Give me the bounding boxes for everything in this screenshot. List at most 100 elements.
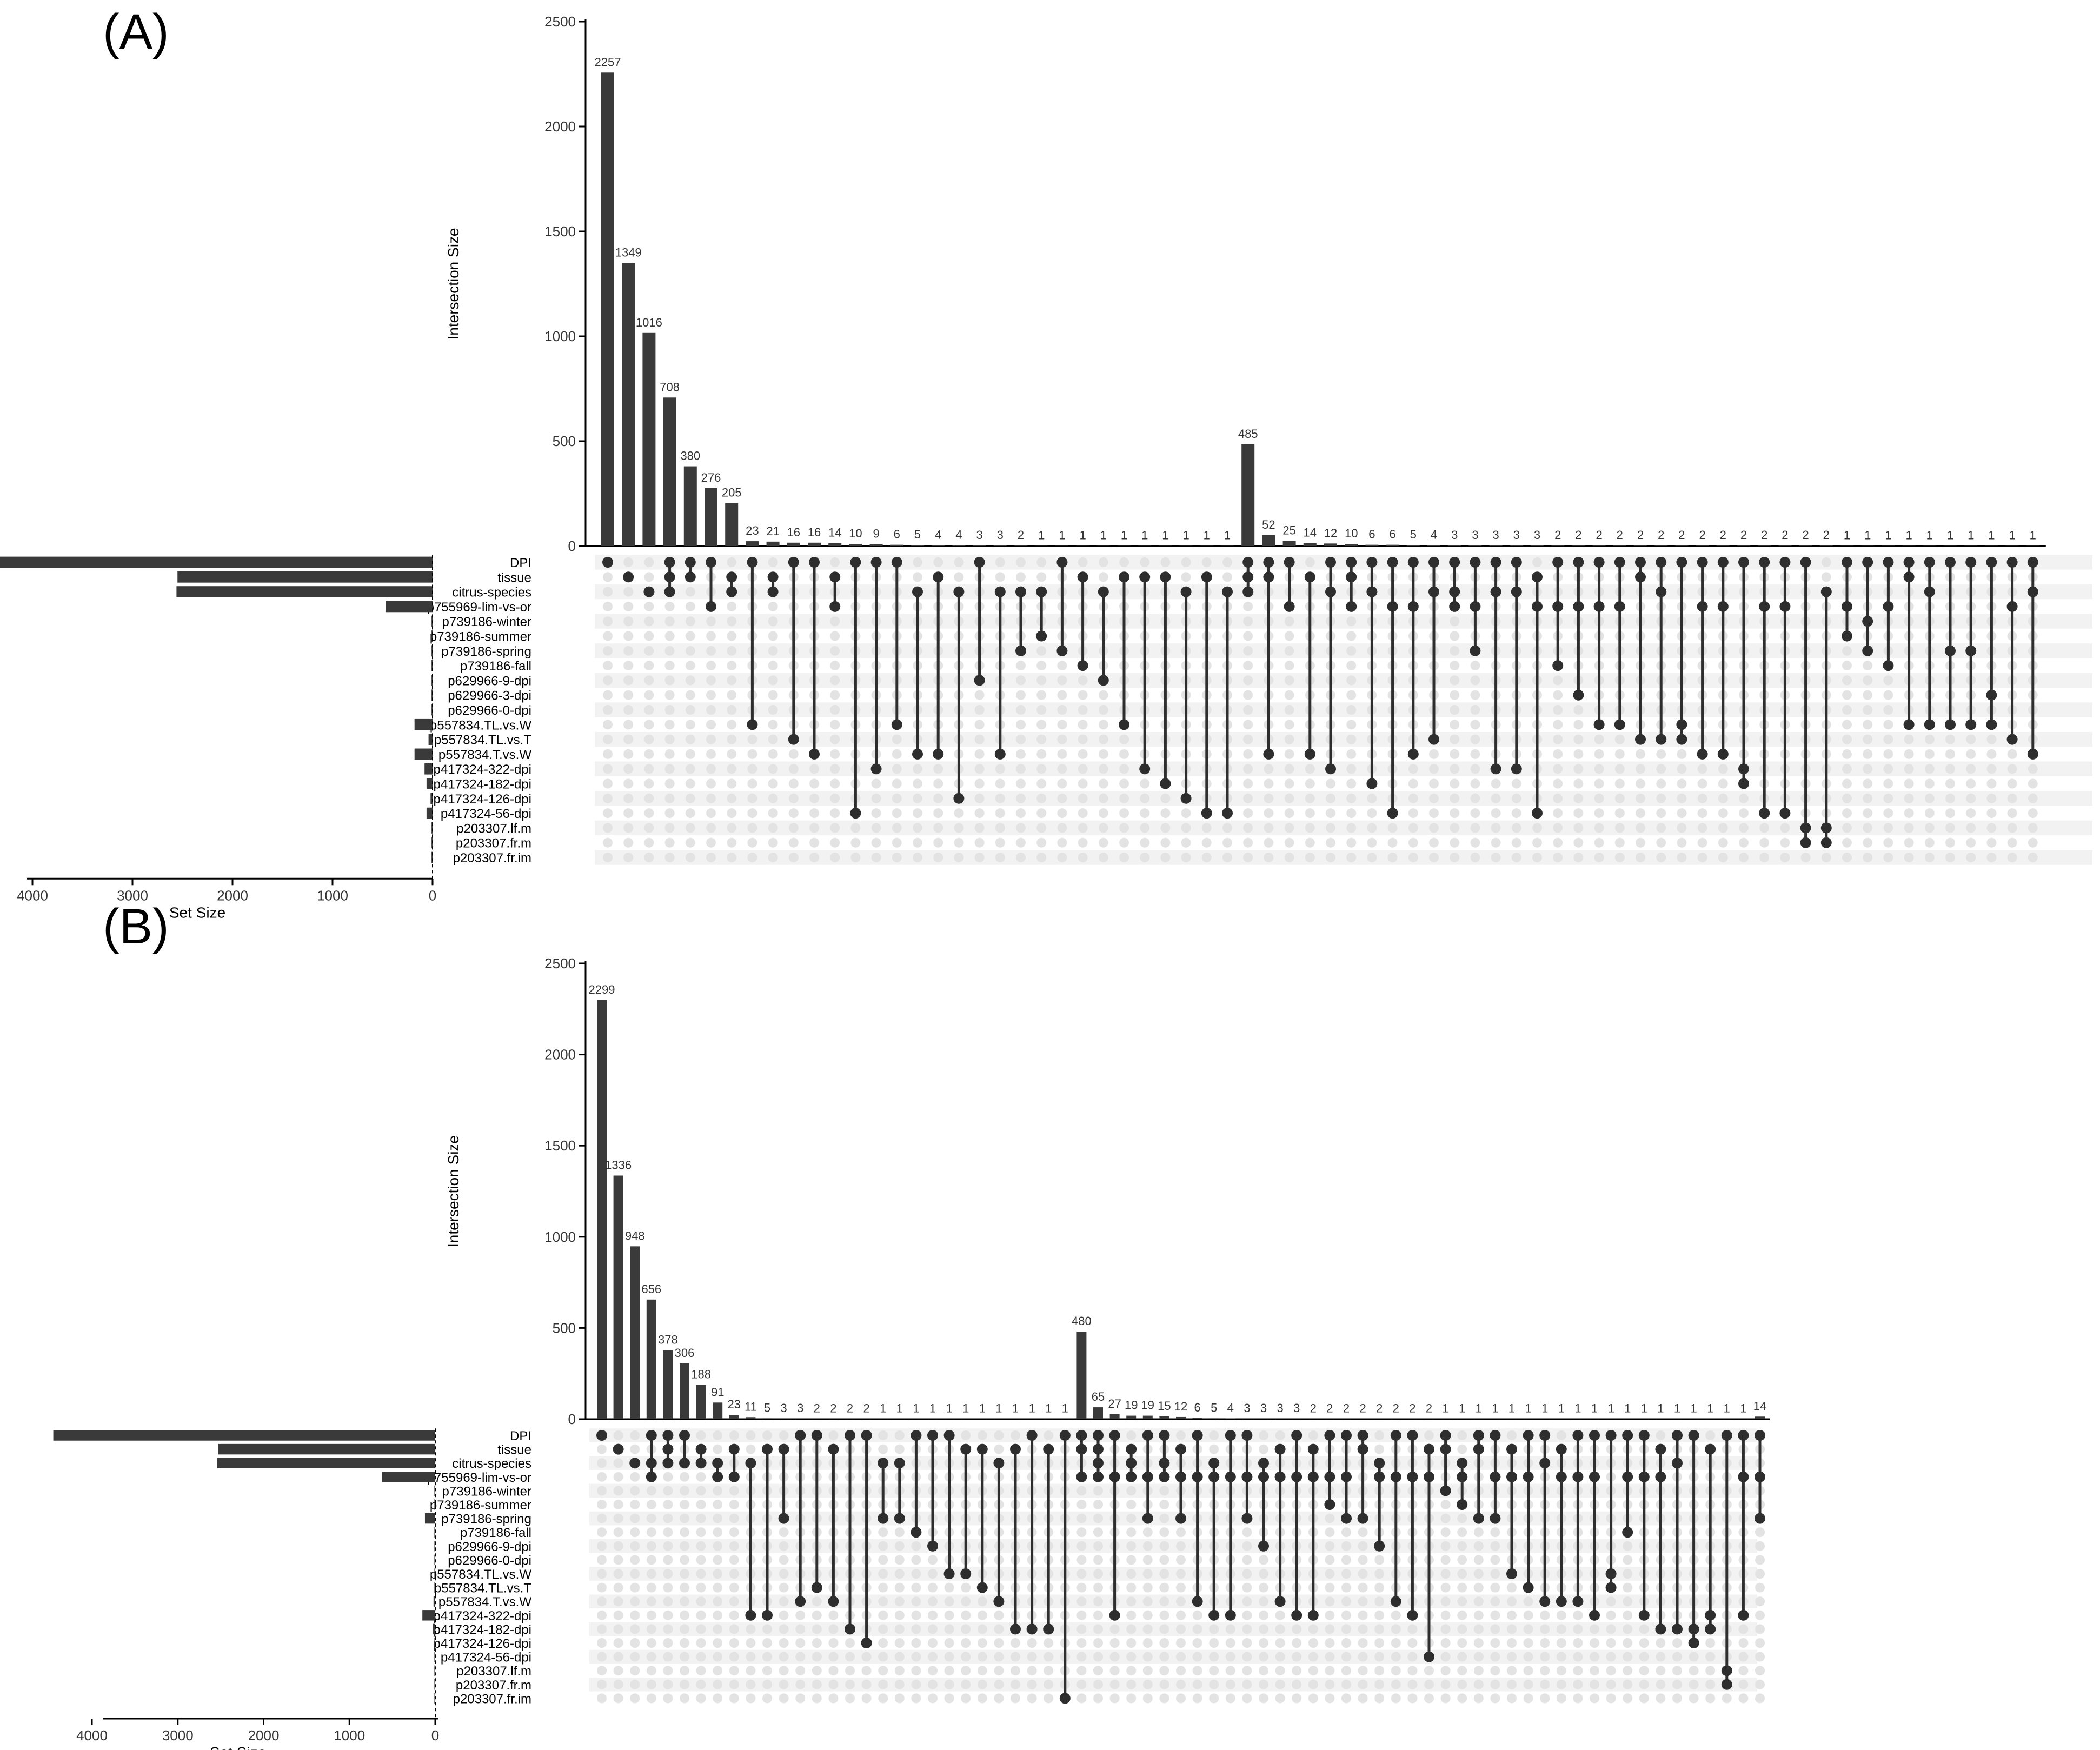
bar-value-label: 1	[1224, 529, 1231, 542]
matrix-dot-empty	[1109, 1666, 1120, 1676]
matrix-dot-empty	[1470, 808, 1480, 819]
matrix-dot-empty	[894, 1582, 905, 1593]
matrix-dot-empty	[1440, 1693, 1451, 1704]
matrix-dot-empty	[1614, 793, 1625, 803]
matrix-dot-empty	[845, 1666, 855, 1676]
matrix-dot-empty	[1142, 1555, 1153, 1565]
matrix-dot-empty	[1424, 1679, 1434, 1689]
matrix-dot-filled	[767, 571, 779, 583]
matrix-dot-empty	[1450, 675, 1460, 686]
matrix-dot-empty	[1722, 1693, 1732, 1704]
matrix-dot-filled	[1676, 719, 1687, 730]
matrix-dot-empty	[1904, 853, 1914, 862]
matrix-dot-empty	[727, 808, 737, 819]
matrix-dot-empty	[974, 705, 985, 715]
bar-value-label: 1	[1624, 1402, 1631, 1415]
matrix-dot-empty	[663, 1666, 673, 1676]
matrix-dot-empty	[685, 853, 695, 862]
matrix-dot-empty	[995, 778, 1005, 789]
matrix-dot-filled	[1407, 601, 1419, 612]
matrix-dot-empty	[1159, 1555, 1169, 1565]
intersection-bar	[725, 503, 739, 546]
matrix-dot-filled	[1470, 557, 1481, 568]
matrix-dot-filled	[664, 571, 675, 583]
matrix-dot-empty	[1140, 823, 1150, 833]
matrix-dot-filled	[1945, 645, 1956, 656]
matrix-dot-empty	[830, 675, 840, 686]
matrix-dot-empty	[1275, 1652, 1285, 1662]
matrix-dot-empty	[1325, 1652, 1335, 1662]
matrix-dot-empty	[894, 1638, 905, 1648]
matrix-dot-empty	[603, 616, 613, 627]
matrix-dot-filled	[1511, 763, 1522, 775]
matrix-dot-empty	[746, 1624, 756, 1634]
matrix-dot-filled	[1142, 1513, 1153, 1524]
set-size-tick-label: 1000	[334, 1727, 365, 1744]
matrix-dot-empty	[1325, 1638, 1335, 1648]
intersection-bar	[622, 263, 635, 546]
matrix-dot-empty	[727, 837, 737, 848]
intersection-bar	[1192, 1418, 1202, 1419]
y-tick-label: 1000	[544, 328, 576, 344]
matrix-dot-filled	[1738, 1609, 1749, 1621]
matrix-dot-filled	[706, 557, 716, 568]
matrix-dot-empty	[812, 1610, 822, 1620]
y-tick-label: 0	[568, 1411, 576, 1427]
matrix-dot-empty	[994, 1430, 1004, 1440]
matrix-dot-empty	[933, 823, 943, 833]
matrix-dot-empty	[1697, 778, 1707, 789]
intersection-bar	[766, 541, 780, 546]
matrix-dot-empty	[706, 705, 716, 715]
set-label: p417324-126-dpi	[434, 1636, 532, 1651]
matrix-dot-empty	[1755, 1666, 1765, 1676]
matrix-dot-empty	[1259, 1555, 1268, 1565]
matrix-dot-empty	[1011, 1652, 1020, 1662]
matrix-dot-empty	[1243, 793, 1253, 803]
bar-value-label: 2	[1326, 1401, 1333, 1415]
matrix-dot-empty	[1507, 1693, 1517, 1704]
matrix-dot-empty	[1697, 764, 1707, 774]
matrix-dot-empty	[1367, 823, 1377, 833]
matrix-dot-empty	[809, 778, 819, 789]
matrix-dot-empty	[1440, 1500, 1451, 1509]
matrix-dot-empty	[1346, 778, 1357, 789]
matrix-dot-empty	[1358, 1693, 1368, 1704]
matrix-dot-empty	[1407, 1624, 1418, 1634]
matrix-dot-empty	[1697, 837, 1707, 848]
matrix-dot-empty	[1842, 853, 1852, 862]
bar-value-label: 1	[1641, 1402, 1647, 1415]
matrix-dot-empty	[1391, 1638, 1401, 1648]
matrix-dot-filled	[1842, 557, 1852, 568]
y-axis-label: Intersection Size	[445, 228, 462, 340]
matrix-dot-empty	[1358, 1582, 1368, 1593]
matrix-dot-empty	[1192, 1693, 1202, 1704]
matrix-dot-empty	[1036, 734, 1047, 744]
matrix-dot-empty	[706, 853, 716, 862]
set-size-bar	[428, 734, 433, 745]
bar-value-label: 21	[766, 524, 779, 538]
matrix-dot-empty	[1656, 749, 1666, 759]
set-label: p557834.TL.vs.W	[430, 1567, 531, 1582]
matrix-dot-empty	[779, 1624, 789, 1634]
matrix-dot-empty	[685, 778, 695, 789]
matrix-dot-empty	[1201, 823, 1212, 833]
matrix-dot-empty	[1126, 1569, 1137, 1579]
matrix-dot-empty	[1159, 1693, 1169, 1704]
matrix-dot-empty	[1457, 1444, 1467, 1454]
matrix-dot-empty	[1176, 1610, 1186, 1620]
matrix-dot-empty	[1098, 749, 1108, 759]
matrix-dot-empty	[1292, 1679, 1302, 1689]
matrix-dot-empty	[1159, 1652, 1169, 1662]
bar-value-label: 1	[1062, 1402, 1068, 1415]
matrix-dot-empty	[613, 1430, 623, 1440]
matrix-dot-empty	[779, 1610, 789, 1620]
matrix-dot-empty	[1119, 749, 1129, 759]
matrix-dot-empty	[894, 1527, 905, 1538]
matrix-dot-empty	[1142, 1638, 1153, 1648]
matrix-dot-empty	[812, 1596, 822, 1607]
matrix-dot-empty	[1490, 1610, 1500, 1620]
matrix-dot-empty	[1016, 778, 1026, 789]
matrix-dot-filled	[1656, 557, 1667, 568]
matrix-dot-empty	[663, 1472, 673, 1482]
matrix-dot-empty	[1192, 1638, 1202, 1648]
